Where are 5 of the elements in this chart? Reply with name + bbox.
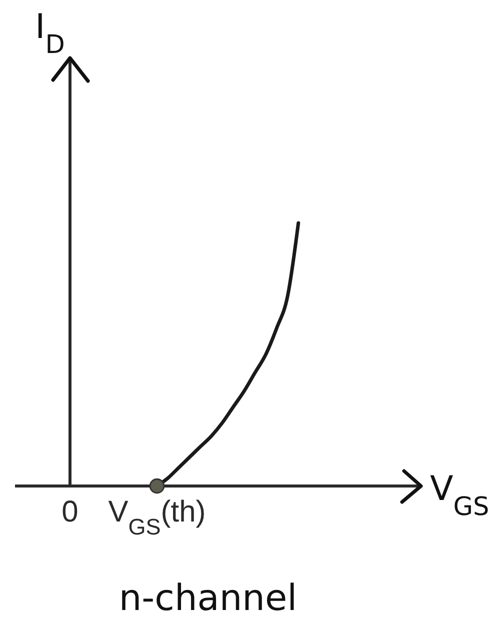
x-tick-label: 0 [62,495,78,528]
x-tick-label: V$_{GS}$(th) [108,495,206,539]
x-axis-title: V$_{GS}$ [430,469,490,522]
text: n-channel [118,578,298,619]
y-axis-title: I$_{D}$ [35,7,65,60]
